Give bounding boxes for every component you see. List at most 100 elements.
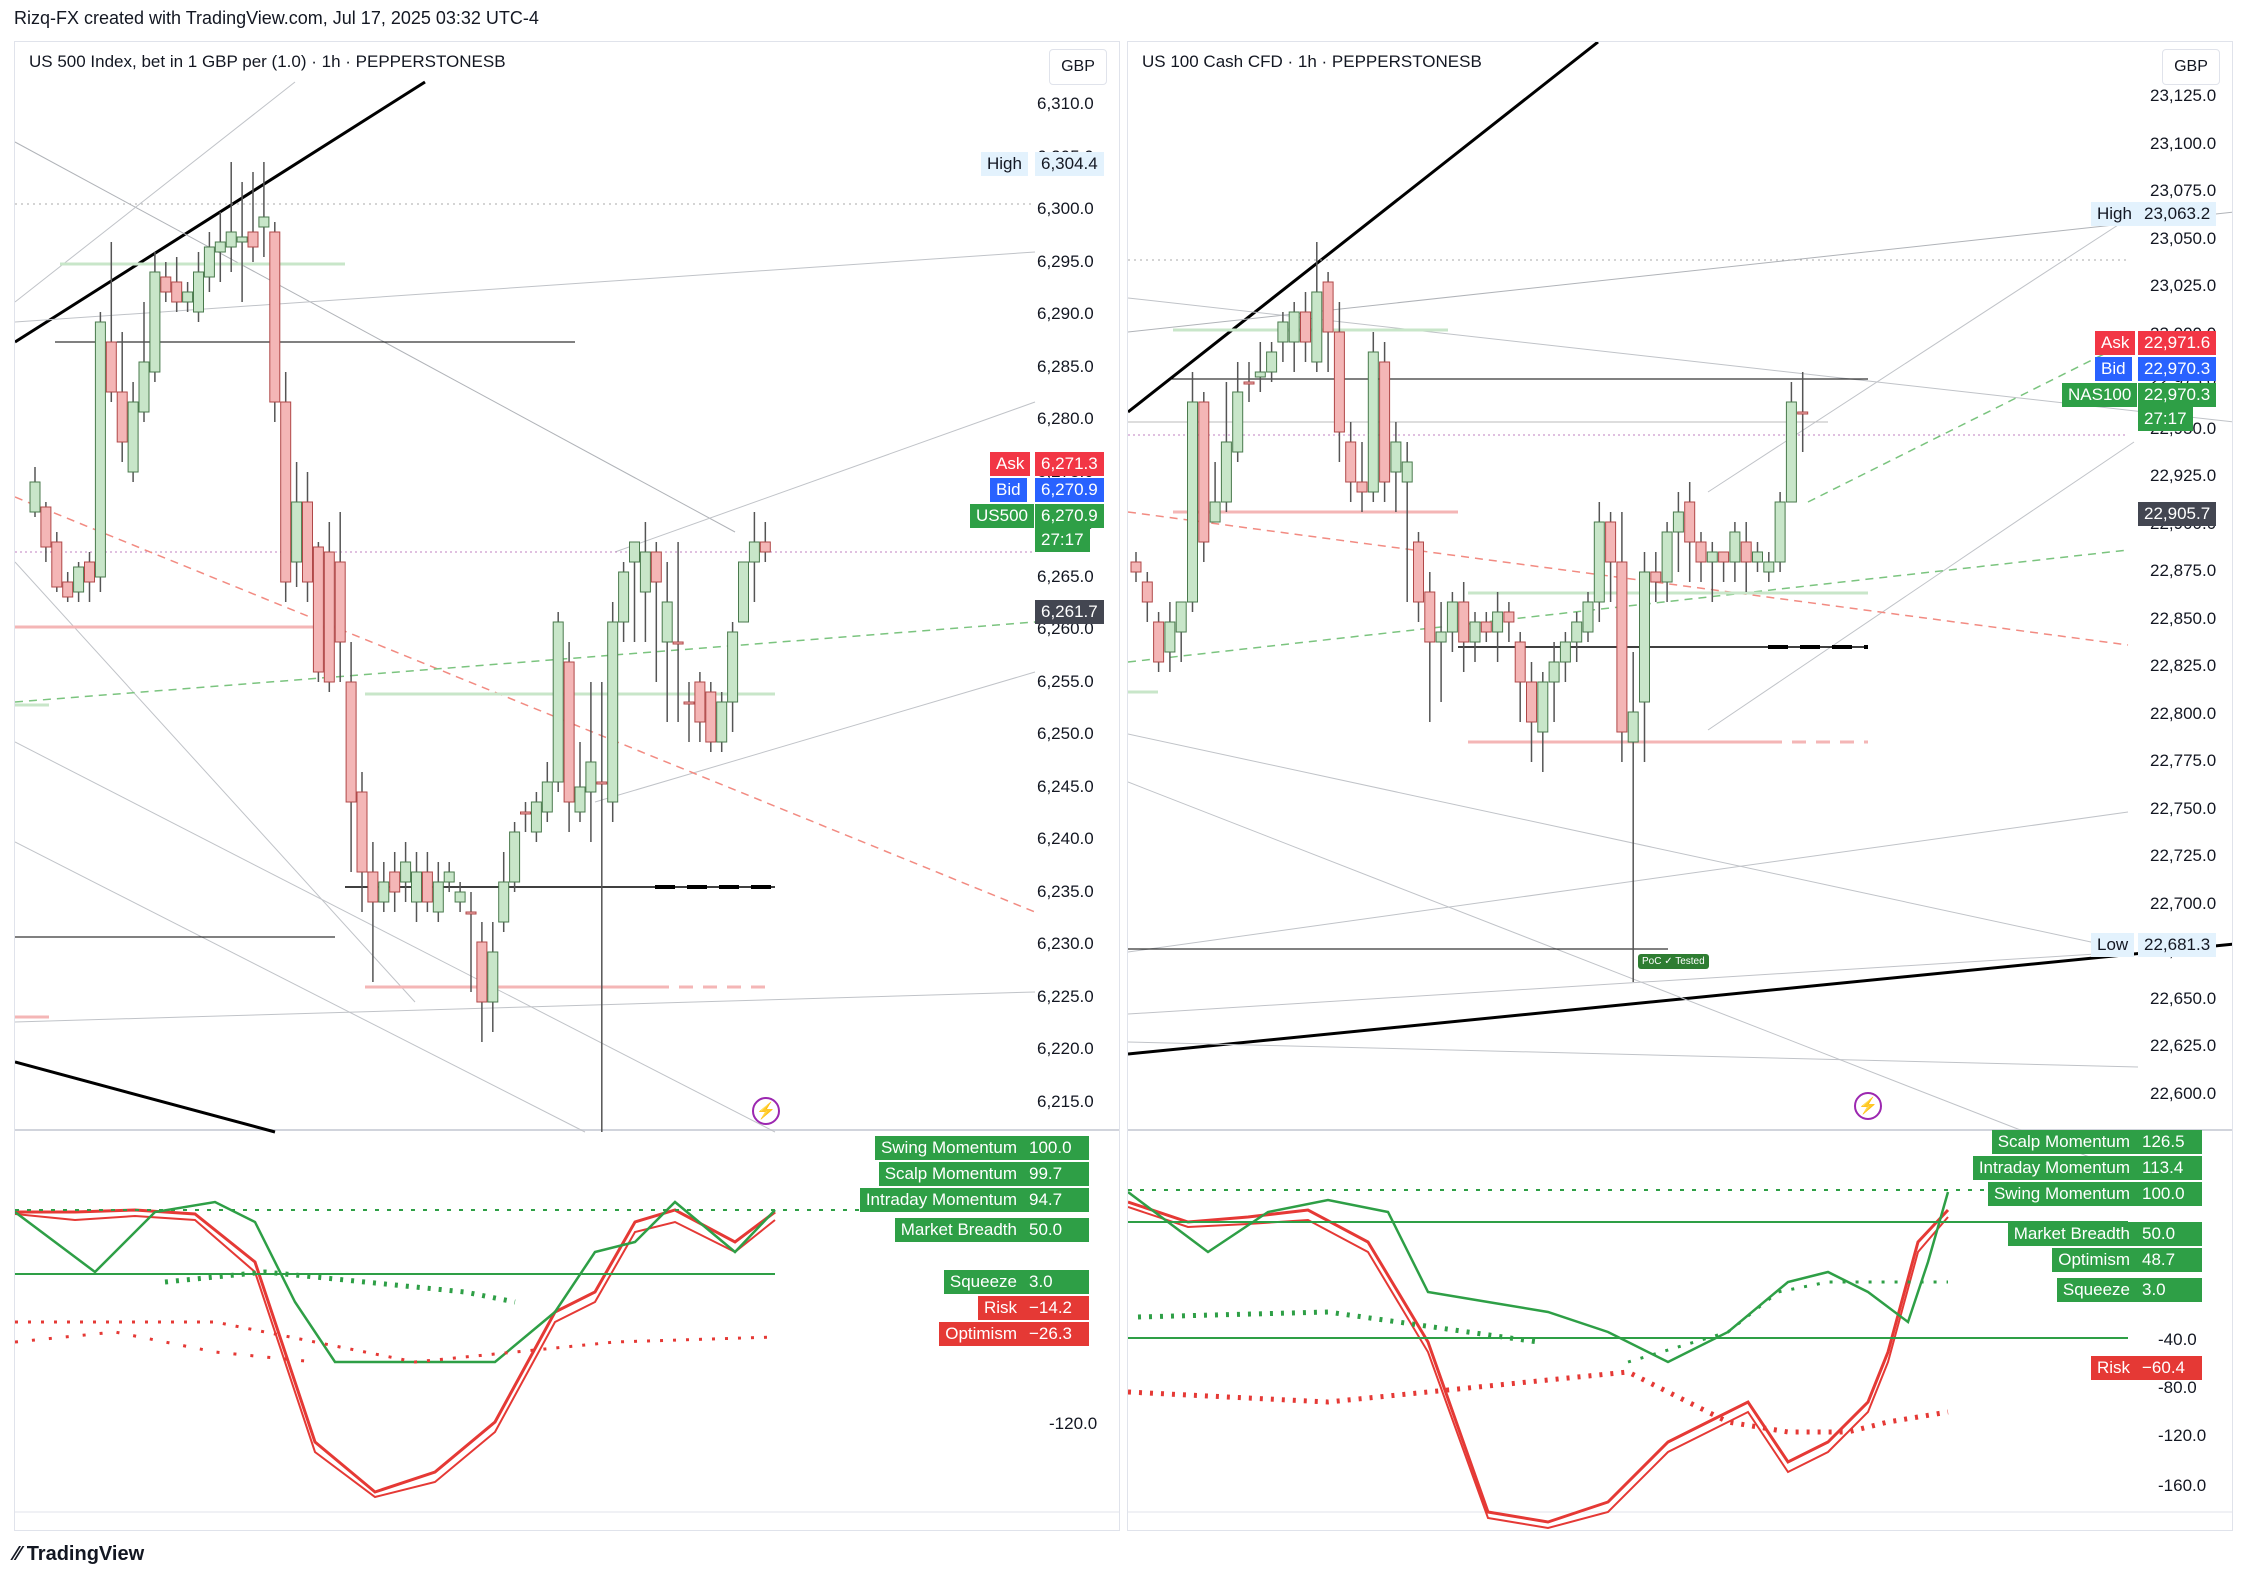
- bolt-icon[interactable]: ⚡: [1854, 1092, 1882, 1120]
- candle-body: [1209, 501, 1221, 523]
- candle-body: [193, 271, 204, 313]
- candle-body: [334, 561, 346, 643]
- candle-body: [1718, 551, 1730, 563]
- bolt-icon[interactable]: ⚡: [752, 1097, 780, 1125]
- candle-body: [29, 481, 41, 513]
- indicator-row: Risk −14.2: [977, 1296, 1089, 1320]
- ask-label: Ask: [990, 452, 1031, 476]
- candle-body: [1593, 521, 1605, 603]
- indicator-value: 94.7: [1023, 1188, 1089, 1212]
- indicator-row: Optimism −26.3: [939, 1322, 1089, 1346]
- indicator-row: Scalp Momentum 126.5: [1991, 1130, 2202, 1154]
- symbol-title[interactable]: US 500 Index, bet in 1 GBP per (1.0) · 1…: [29, 52, 506, 71]
- trend-line: [1128, 781, 2129, 1173]
- symbol-label: US500: [970, 504, 1034, 528]
- candle-body: [432, 881, 444, 913]
- candle-body: [574, 786, 586, 813]
- price-chart[interactable]: [1128, 42, 2233, 1531]
- price-tick: 22,700.0: [2150, 893, 2217, 913]
- bid-price: 22,970.3: [2138, 357, 2217, 381]
- candle-body: [1141, 581, 1153, 603]
- currency-button[interactable]: GBP: [2162, 49, 2220, 85]
- candle-body: [105, 341, 117, 393]
- symbol-title[interactable]: US 100 Cash CFD · 1h · PEPPERSTONESB: [1142, 52, 1482, 71]
- price-tick: 22,825.0: [2150, 656, 2217, 675]
- price-tick: 6,235.0: [1037, 881, 1094, 901]
- candle-body: [1785, 401, 1797, 503]
- candle-body: [225, 231, 237, 248]
- indicator-name: Optimism: [939, 1322, 1023, 1346]
- price-chart[interactable]: [15, 42, 1120, 1531]
- candle-body: [1492, 611, 1504, 633]
- candle-body: [1661, 531, 1673, 583]
- candle-body: [1684, 501, 1696, 543]
- candle-body: [127, 401, 139, 473]
- price-tick: 22,775.0: [2150, 751, 2217, 770]
- price-tick: 6,225.0: [1037, 986, 1094, 1006]
- high-label: High: [2091, 202, 2138, 226]
- indicator-line: [1128, 1200, 1950, 1524]
- candle-body: [1311, 291, 1323, 363]
- candle-body: [1695, 541, 1707, 563]
- candle-body: [1559, 641, 1571, 663]
- indicator-value: 100.0: [1023, 1136, 1089, 1160]
- price-tick: 6,300.0: [1037, 199, 1094, 218]
- nas100-chart-panel[interactable]: US 100 Cash CFD · 1h · PEPPERSTONESB GBP…: [1127, 41, 2233, 1531]
- price-tick: 6,215.0: [1037, 1091, 1094, 1111]
- trend-line: [1128, 811, 2129, 953]
- level-price: 22,905.7: [2138, 502, 2217, 526]
- indicator-value: −26.3: [1023, 1322, 1089, 1346]
- candle-body: [51, 541, 63, 588]
- candle-body: [1706, 551, 1718, 563]
- candle-body: [1514, 641, 1526, 683]
- price-tick: 22,650.0: [2150, 988, 2217, 1008]
- candle-body: [1175, 601, 1187, 633]
- price-tick: 6,240.0: [1037, 829, 1094, 848]
- price-tick: 22,925.0: [2150, 466, 2217, 485]
- low-value: 22,681.3: [2138, 933, 2217, 957]
- candle-body: [291, 501, 303, 563]
- trend-line: [1707, 441, 2135, 731]
- candle-body: [236, 236, 248, 243]
- ask-price: 6,271.3: [1035, 452, 1104, 476]
- indicator-axis-label: -120.0: [1049, 1414, 1098, 1433]
- indicator-row: Intraday Momentum 94.7: [859, 1188, 1089, 1212]
- price-tick: 6,285.0: [1037, 356, 1094, 376]
- candle-body: [1266, 351, 1278, 373]
- candle-body: [182, 291, 194, 303]
- price-tick: 23,075.0: [2150, 181, 2217, 200]
- price-tick: 22,875.0: [2150, 561, 2217, 580]
- indicator-name: Squeeze: [943, 1270, 1023, 1294]
- dashed-trend: [15, 621, 1036, 703]
- indicator-name: Risk: [977, 1296, 1023, 1320]
- candle-body: [214, 241, 226, 253]
- price-tick: 22,850.0: [2150, 608, 2217, 628]
- candle-body: [1752, 551, 1763, 563]
- candle-body: [1164, 621, 1176, 653]
- candle-body: [149, 271, 161, 373]
- trend-line: [15, 841, 586, 1133]
- low-label: Low: [2091, 933, 2135, 957]
- chart-header: Rizq-FX created with TradingView.com, Ju…: [14, 8, 539, 28]
- candle-body: [345, 681, 357, 803]
- candle-body: [421, 871, 433, 903]
- price-tick: 22,600.0: [2150, 1083, 2217, 1103]
- indicator-row: Optimism 48.7: [2052, 1248, 2202, 1272]
- indicator-value: 100.0: [2136, 1182, 2202, 1206]
- candle-body: [400, 861, 412, 883]
- currency-button[interactable]: GBP: [1049, 49, 1107, 85]
- symbol-label: NAS100: [2062, 383, 2138, 407]
- candle-body: [378, 881, 390, 903]
- us500-chart-panel[interactable]: US 500 Index, bet in 1 GBP per (1.0) · 1…: [14, 41, 1120, 1531]
- indicator-row: Risk −60.4: [2090, 1356, 2202, 1380]
- price-tick: 22,750.0: [2150, 798, 2217, 818]
- candle-body: [411, 871, 422, 903]
- tradingview-logo-text: TradingView: [26, 1543, 145, 1565]
- candle-body: [1639, 571, 1650, 703]
- last-price: 6,270.9: [1035, 504, 1104, 528]
- candle-body: [748, 541, 760, 563]
- tradingview-logo[interactable]: ⁄⁄ TradingView: [14, 1543, 144, 1566]
- price-tick: 22,800.0: [2150, 703, 2217, 723]
- indicator-value: −60.4: [2136, 1356, 2202, 1380]
- candle-body: [661, 601, 673, 643]
